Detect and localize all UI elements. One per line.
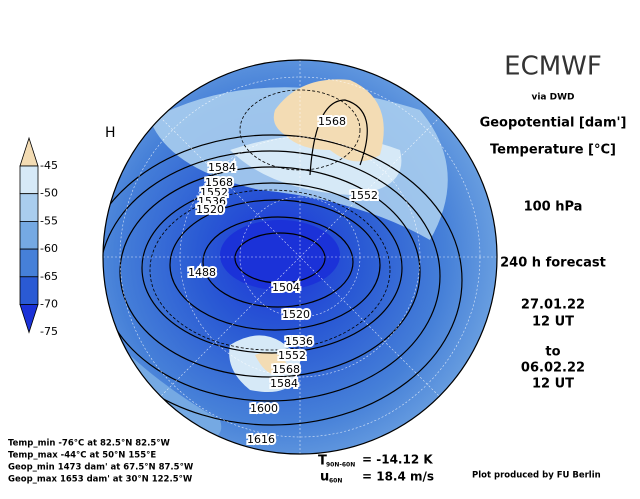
date: 06.02.22 — [521, 361, 585, 376]
contour-label: 1552 — [278, 349, 306, 362]
colorbar-box — [19, 220, 39, 250]
colorbar-cap — [19, 136, 39, 167]
footer: Plot produced by FU Berlin — [472, 471, 601, 481]
stat: Temp_min -76°C at 82.5°N 82.5°W — [8, 439, 170, 449]
contour-label: 1568 — [205, 176, 233, 189]
contour-label: 1536 — [198, 195, 226, 208]
colorbar-label: -60 — [40, 242, 58, 255]
high-label: H — [105, 125, 116, 141]
contour-label: 1520 — [282, 308, 310, 321]
contour-label: 1568 — [318, 115, 346, 128]
map — [103, 60, 497, 454]
contour-label: 1520 — [196, 203, 224, 216]
contour-label: 1552 — [200, 186, 228, 199]
variable: Geopotential [dam'] — [480, 116, 627, 131]
t-symbol: T — [318, 454, 327, 469]
colorbar-box — [19, 193, 39, 222]
contour-label: 1504 — [272, 281, 300, 294]
colorbar-label: -45 — [40, 159, 58, 172]
time: 12 UT — [532, 315, 574, 330]
contour-label: 1600 — [250, 402, 278, 415]
contour-label: 1584 — [270, 377, 298, 390]
title: ECMWF — [504, 52, 602, 82]
stat: Temp_max -44°C at 50°N 155°E — [8, 451, 156, 461]
colorbar-label: -75 — [40, 325, 58, 338]
contour-label: 1616 — [247, 433, 275, 446]
colorbar-label: -50 — [40, 187, 58, 200]
colorbar-label: -65 — [40, 270, 58, 283]
stat: Geop_max 1653 dam' at 30°N 122.5°W — [8, 475, 193, 485]
stat: Geop_min 1473 dam' at 67.5°N 87.5°W — [8, 463, 194, 473]
colorbar-label: -55 — [40, 214, 58, 227]
contour-label: 1488 — [188, 266, 216, 279]
date: 27.01.22 — [521, 298, 585, 313]
to: to — [545, 345, 560, 360]
contour-label: 1552 — [350, 189, 378, 202]
source: via DWD — [531, 93, 574, 103]
u-value: = 18.4 m/s — [362, 470, 434, 484]
t-value: = -14.12 K — [362, 453, 433, 467]
level: 100 hPa — [524, 200, 583, 215]
contour-labels: 1568 1584 1568 1552 1536 1520 1552 1488 … — [186, 113, 380, 448]
colorbar-box — [19, 276, 39, 305]
contour-label: 1584 — [208, 161, 236, 174]
colorbar: -45 -50 -55 -60 -65 -70 -75 — [19, 136, 58, 338]
forecast: 240 h forecast — [500, 256, 606, 271]
t-sub: 90N-60N — [326, 462, 355, 469]
variable: Temperature [°C] — [490, 143, 616, 158]
contour-label: 1536 — [285, 335, 313, 348]
colorbar-box — [19, 165, 39, 195]
colorbar-box — [19, 248, 39, 278]
contour-label: 1568 — [272, 363, 300, 376]
colorbar-cap — [19, 304, 39, 334]
colorbar-label: -70 — [40, 298, 58, 311]
globe-outline — [102, 59, 498, 455]
time: 12 UT — [532, 377, 574, 392]
u-symbol: u — [320, 470, 329, 485]
u-sub: 60N — [329, 478, 342, 485]
